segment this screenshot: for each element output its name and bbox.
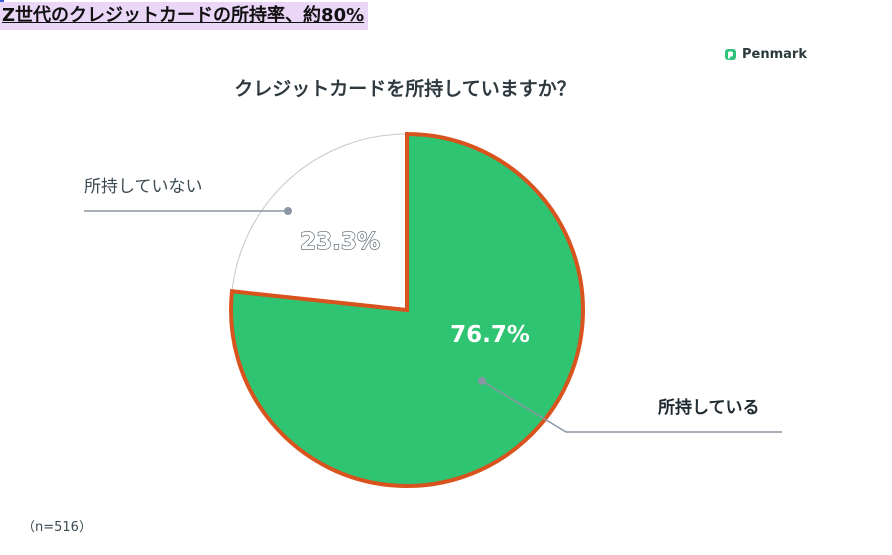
value-label-owned: 76.7% (450, 322, 530, 348)
brand-name: Penmark (742, 46, 807, 62)
label-owned: 所持している (658, 398, 760, 418)
brand-logo: Penmark (724, 44, 807, 64)
leader-dot-not-owned (284, 207, 292, 215)
pie-slice-not-owned (231, 133, 408, 311)
leader-dot-owned (478, 377, 486, 385)
chart-title: クレジットカードを所持していますか？ (234, 78, 576, 100)
value-label-not-owned: 23.3% (300, 229, 380, 255)
leader-line-owned (481, 380, 782, 433)
sample-size-note: （n=516） (22, 520, 92, 535)
label-not-owned: 所持していない (84, 177, 203, 197)
penmark-logo-icon (725, 48, 736, 60)
headline: Z世代のクレジットカードの所持率、約80% (0, 2, 369, 30)
pie-slice-owned (229, 131, 585, 488)
